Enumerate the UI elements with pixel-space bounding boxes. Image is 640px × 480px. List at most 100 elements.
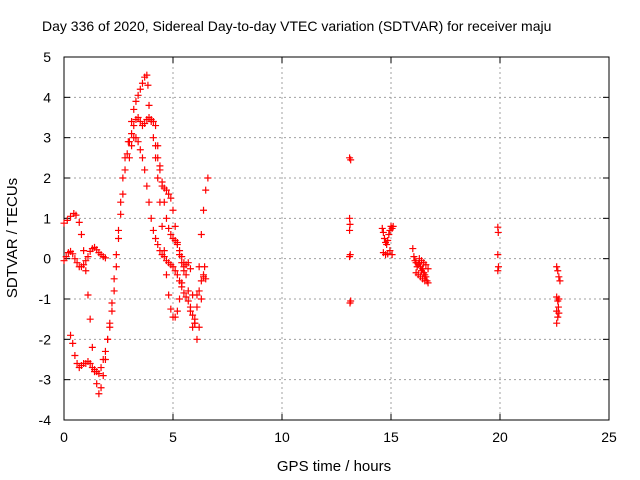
data-point-plus [202, 186, 210, 194]
y-tick-label: 3 [43, 130, 51, 146]
tick-layer: 0 5 10 15 20 25 -4 -3 -2 -1 0 1 2 3 4 5 [39, 49, 617, 445]
data-point-plus [184, 287, 192, 295]
data-point-plus [162, 214, 170, 222]
x-tick-label: 20 [492, 429, 508, 445]
data-point-plus [176, 247, 184, 255]
data-point-plus [421, 277, 429, 285]
data-point-plus [158, 222, 166, 230]
data-point-plus [186, 265, 194, 273]
data-point-plus [86, 360, 94, 368]
data-point-plus [167, 194, 175, 202]
data-point-plus [149, 226, 157, 234]
data-point-plus [63, 216, 71, 224]
series-group [346, 154, 564, 327]
data-point-plus [67, 331, 75, 339]
data-point-plus [154, 154, 162, 162]
x-axis-title: GPS time / hours [277, 458, 391, 475]
data-point-plus [180, 289, 188, 297]
data-point-plus [169, 206, 177, 214]
data-point-plus [134, 138, 142, 146]
y-tick-label: 0 [43, 251, 51, 267]
data-point-plus [134, 91, 142, 99]
data-point-plus [141, 120, 149, 128]
data-point-plus [176, 277, 184, 285]
data-point-plus [95, 390, 103, 398]
data-point-plus [73, 360, 81, 368]
data-point-plus [62, 253, 70, 261]
data-point-plus [200, 206, 208, 214]
data-point-plus [409, 245, 417, 253]
y-tick-label: 5 [43, 49, 51, 65]
plot-frame [63, 56, 610, 421]
data-point-plus [75, 218, 83, 226]
data-point-plus [165, 190, 173, 198]
data-point-plus [152, 235, 160, 242]
y-axis-title: SDTVAR / TECUs [4, 178, 21, 298]
data-point-plus [128, 142, 136, 150]
data-point-plus [156, 166, 164, 174]
data-point-plus [156, 247, 164, 255]
data-point-plus [202, 275, 210, 283]
data-point-plus [143, 71, 151, 79]
data-point-plus [346, 214, 354, 222]
data-point-plus [69, 339, 77, 347]
data-point-plus [149, 134, 157, 142]
data-point-plus [128, 130, 136, 138]
y-tick-label: -4 [39, 412, 52, 428]
data-point-plus [554, 267, 562, 275]
data-point-plus [117, 210, 125, 218]
data-point-plus [554, 313, 562, 321]
data-point-plus [171, 313, 179, 321]
data-point-plus [555, 295, 563, 303]
data-point-plus [88, 343, 96, 351]
data-point-plus [160, 253, 168, 261]
data-point-plus [197, 277, 205, 285]
data-point-plus [93, 380, 101, 388]
data-point-plus [125, 138, 133, 146]
data-point-plus [82, 267, 90, 275]
data-point-plus [346, 253, 354, 261]
data-point-plus [553, 263, 561, 271]
data-point-plus [171, 222, 179, 230]
data-point-plus [141, 166, 149, 174]
series-group [60, 114, 212, 378]
data-point-plus [115, 226, 122, 234]
data-point-plus [171, 237, 179, 245]
x-tick-label: 0 [60, 429, 68, 445]
data-point-plus [167, 305, 175, 313]
data-point-plus [138, 79, 146, 87]
data-point-plus [97, 384, 105, 392]
data-point-plus [101, 347, 109, 355]
data-point-plus [73, 259, 81, 267]
series-group [60, 71, 209, 398]
data-point-plus [71, 351, 79, 359]
data-point-plus [378, 224, 386, 232]
data-point-plus [494, 228, 502, 236]
data-point-plus [152, 122, 160, 130]
data-point-plus [130, 105, 138, 113]
data-point-plus [167, 230, 175, 238]
data-point-plus [144, 81, 152, 89]
y-tick-label: 4 [43, 89, 51, 105]
data-point-plus [422, 261, 430, 269]
data-point-plus [184, 297, 192, 305]
data-point-plus [494, 263, 502, 271]
data-point-plus [494, 267, 502, 275]
data-point-plus [154, 241, 162, 249]
data-point-plus [347, 156, 355, 164]
data-point-plus [173, 307, 181, 315]
x-tick-label: 5 [169, 429, 177, 445]
data-point-plus [95, 370, 103, 378]
data-point-plus [117, 198, 125, 206]
data-marks [60, 71, 564, 398]
data-point-plus [101, 254, 109, 262]
series-group [125, 134, 210, 327]
data-point-plus [84, 253, 92, 261]
data-point-plus [154, 174, 162, 182]
data-point-plus [195, 263, 203, 271]
data-point-plus [106, 323, 114, 331]
data-point-plus [123, 150, 131, 158]
data-point-plus [197, 295, 205, 303]
data-point-plus [182, 293, 190, 301]
